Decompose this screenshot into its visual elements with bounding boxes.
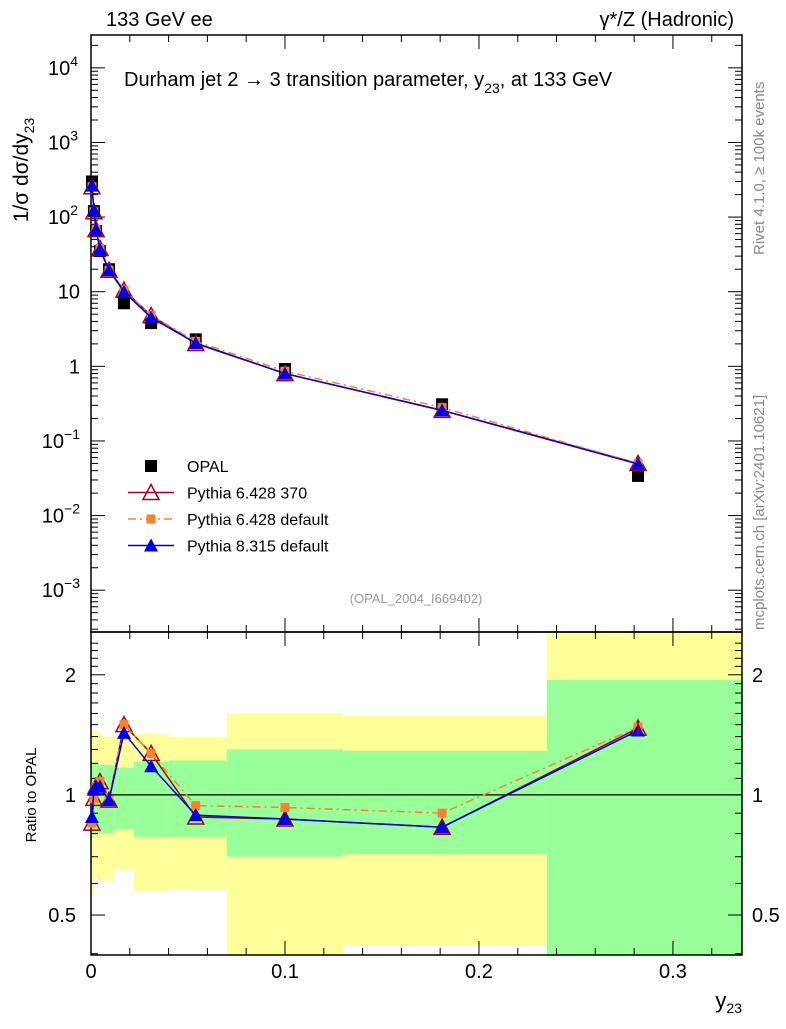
ratio-tick-label: 1 [65,785,76,807]
legend-marker [145,460,157,472]
series-3-ratio-point [116,725,131,739]
y-axis-label: 1/σ dσ/dy23 [10,118,37,223]
analysis-id: (OPAL_2004_I669402) [350,591,483,606]
series-2-ratio-point [280,802,290,812]
series-3-point [435,403,450,417]
legend-label: OPAL [187,459,229,476]
series-3-ratio-point [435,820,450,834]
ratio-band-green [343,750,547,855]
series-3-point [102,263,117,277]
series-3-point [188,336,203,350]
series-3-ratio-point [92,779,107,793]
y-tick-label: 104 [48,53,78,80]
x-tick-label: 0.3 [659,961,687,983]
ratio-band-green [168,760,227,837]
legend-label: Pythia 6.428 default [187,512,329,529]
series-3-point [89,222,104,236]
y-tick-label: 10−1 [42,426,80,453]
y-tick-label: 102 [48,202,78,229]
chart-title: Durham jet 2 → 3 transition parameter, y… [124,69,613,96]
ratio-tick-label-right: 2 [752,665,763,687]
header-right: γ*/Z (Hadronic) [600,9,734,31]
x-axis-label: y23 [715,988,742,1016]
series-3-point [92,242,107,256]
series-2-ratio-point [146,748,156,758]
series-2-ratio-line [91,723,639,824]
side-label-rivet: Rivet 4.1.0, ≥ 100k events [751,82,768,255]
series-1-line [91,186,639,465]
ratio-tick-label: 0.5 [48,905,76,927]
series-3-point [116,284,131,298]
ratio-y-label: Ratio to OPAL [23,748,40,843]
ratio-band-green [546,680,742,955]
y-tick-label: 10−3 [42,575,80,602]
series-0-point [632,469,645,482]
series-0-point [117,297,130,310]
series-2-ratio-point [119,720,129,730]
y-tick-label: 10−2 [42,501,80,528]
x-tick-label: 0.1 [271,961,299,983]
ratio-band-green [96,764,103,834]
x-tick-label: 0 [85,961,96,983]
series-3-point [86,203,101,217]
legend-marker [144,538,158,552]
series-3-point [631,457,646,471]
series-3-point [144,310,159,324]
header-left: 133 GeV ee [106,9,213,31]
side-label-mcplots: mcplots.cern.ch [arXiv:2401.10621] [751,395,768,630]
series-3-ratio-point [102,793,117,807]
ratio-band-green [114,767,134,830]
legend-label: Pythia 6.428 370 [187,486,307,503]
series-2-ratio-point [437,808,447,818]
ratio-tick-label-right: 1 [752,785,763,807]
legend-marker [146,514,156,524]
series-2-line [91,186,639,465]
series-3-point [277,366,292,380]
series-3-point [84,178,99,192]
ratio-tick-label-right: 0.5 [752,905,780,927]
y-tick-label: 10 [58,282,80,304]
series-3-ratio-point [144,759,159,773]
series-2-ratio-point [191,801,201,811]
y-tick-label: 103 [48,127,78,154]
series-3-ratio-point [84,810,99,824]
legend-label: Pythia 8.315 default [187,539,329,556]
series-3-ratio-point [188,808,203,822]
y-tick-label: 1 [69,356,80,378]
series-3-ratio-point [277,812,292,826]
legend-marker [141,482,161,501]
x-tick-label: 0.2 [465,961,493,983]
ratio-tick-label: 2 [65,665,76,687]
series-3-line [91,185,639,465]
series-2-ratio-point [87,818,97,828]
ratio-band-green [133,761,169,837]
